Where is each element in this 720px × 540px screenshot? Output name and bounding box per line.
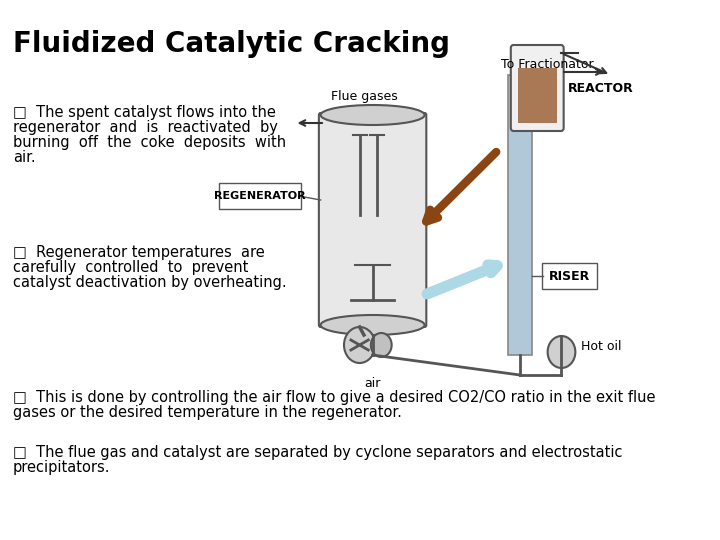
Text: Fluidized Catalytic Cracking: Fluidized Catalytic Cracking [13, 30, 450, 58]
Circle shape [548, 336, 575, 368]
Text: REGENERATOR: REGENERATOR [214, 191, 306, 201]
FancyBboxPatch shape [510, 45, 564, 131]
FancyBboxPatch shape [219, 183, 301, 209]
Text: To Fractionator: To Fractionator [501, 58, 593, 71]
FancyBboxPatch shape [319, 113, 426, 327]
Text: □  The spent catalyst flows into the: □ The spent catalyst flows into the [13, 105, 276, 120]
Circle shape [344, 327, 375, 363]
Text: air.: air. [13, 150, 35, 165]
Circle shape [371, 333, 392, 357]
Polygon shape [508, 75, 532, 355]
FancyBboxPatch shape [541, 263, 597, 289]
Text: Flue gases: Flue gases [330, 90, 397, 103]
Text: catalyst deactivation by overheating.: catalyst deactivation by overheating. [13, 275, 287, 290]
Text: air: air [364, 377, 381, 390]
Text: precipitators.: precipitators. [13, 460, 110, 475]
Text: regenerator  and  is  reactivated  by: regenerator and is reactivated by [13, 120, 278, 135]
Text: □  Regenerator temperatures  are: □ Regenerator temperatures are [13, 245, 265, 260]
Text: □  The flue gas and catalyst are separated by cyclone separators and electrostat: □ The flue gas and catalyst are separate… [13, 445, 623, 460]
Text: Hot oil: Hot oil [580, 341, 621, 354]
Text: burning  off  the  coke  deposits  with: burning off the coke deposits with [13, 135, 286, 150]
Polygon shape [518, 68, 557, 123]
Text: carefully  controlled  to  prevent: carefully controlled to prevent [13, 260, 248, 275]
Text: □  This is done by controlling the air flow to give a desired CO2/CO ratio in th: □ This is done by controlling the air fl… [13, 390, 655, 405]
Ellipse shape [320, 105, 425, 125]
Text: RISER: RISER [549, 269, 590, 282]
Text: REACTOR: REACTOR [568, 82, 634, 94]
Ellipse shape [320, 315, 425, 335]
Text: gases or the desired temperature in the regenerator.: gases or the desired temperature in the … [13, 405, 402, 420]
